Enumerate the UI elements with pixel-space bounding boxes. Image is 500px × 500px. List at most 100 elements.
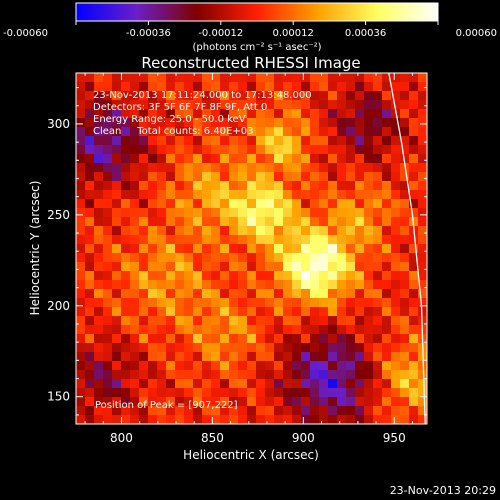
heatmap-cell [157,334,167,344]
heatmap-cell [373,397,383,407]
heatmap-cell [301,145,311,155]
heatmap-cell [193,226,203,236]
heatmap-cell [103,91,113,101]
heatmap-cell [139,244,149,254]
heatmap-cell [103,316,113,326]
heatmap-cell [364,127,374,137]
heatmap-cell [139,352,149,362]
heatmap-cell [130,100,140,110]
heatmap-cell [283,91,293,101]
heatmap-cell [166,226,176,236]
heatmap-cell [76,370,86,380]
heatmap-cell [238,91,248,101]
heatmap-cell [211,73,221,83]
heatmap-cell [220,154,230,164]
heatmap-cell [319,388,329,398]
heatmap-cell [373,136,383,146]
heatmap-cell [274,271,284,281]
heatmap-cell [148,181,158,191]
heatmap-cell [202,406,212,416]
heatmap-cell [391,181,401,191]
heatmap-cell [202,307,212,317]
heatmap-cell [400,388,410,398]
heatmap-cell [400,73,410,83]
colorbar-tick-label: 0.00036 [345,28,386,39]
heatmap-cell [103,235,113,245]
heatmap-cell [364,343,374,353]
heatmap-cell [292,280,302,290]
heatmap-cell [148,208,158,218]
heatmap-cell [121,91,131,101]
heatmap-cell [274,280,284,290]
heatmap-cell [238,316,248,326]
heatmap-cell [328,334,338,344]
heatmap-cell [211,109,221,119]
heatmap-cell [418,307,427,317]
heatmap-cell [229,208,239,218]
heatmap-cell [292,397,302,407]
heatmap-cell [319,82,329,92]
heatmap-cell [130,271,140,281]
heatmap-cell [139,82,149,92]
heatmap-cell [247,406,257,416]
heatmap-cell [400,298,410,308]
heatmap-cell [157,154,167,164]
heatmap-cell [202,127,212,137]
heatmap-cell [409,109,419,119]
heatmap-cell [274,91,284,101]
heatmap-cell [256,235,266,245]
heatmap-cell [148,145,158,155]
heatmap-cell [175,307,185,317]
heatmap-cell [76,379,86,389]
solar-limb [388,73,426,424]
heatmap-cell [337,145,347,155]
heatmap-cell [175,82,185,92]
heatmap-cell [112,379,122,389]
heatmap-cell [274,154,284,164]
heatmap-cell [292,235,302,245]
heatmap-cell [76,109,86,119]
heatmap-cell [139,397,149,407]
heatmap-cell [274,325,284,335]
heatmap-cell [130,136,140,146]
heatmap-cell [283,244,293,254]
heatmap-cell [409,235,419,245]
heatmap-cell [346,100,356,110]
heatmap-cell [409,280,419,290]
heatmap-cell [166,370,176,380]
heatmap-cell [292,289,302,299]
heatmap-cell [337,271,347,281]
heatmap-cell [247,199,257,209]
heatmap-cell [220,190,230,200]
heatmap-cell [355,181,365,191]
heatmap-cell [364,352,374,362]
heatmap-cell [121,244,131,254]
heatmap-cell [355,343,365,353]
heatmap-cell [130,73,140,83]
heatmap-cell [247,91,257,101]
heatmap-cell [292,118,302,128]
heatmap-cell [310,352,320,362]
heatmap-cell [265,226,275,236]
heatmap-cell [202,280,212,290]
heatmap-cell [400,352,410,362]
heatmap-cell [193,307,203,317]
heatmap-cell [94,397,104,407]
heatmap-cell [265,208,275,218]
heatmap-cell [238,172,248,182]
heatmap-cell [202,316,212,326]
heatmap-cell [337,100,347,110]
heatmap-cell [94,109,104,119]
heatmap-cell [265,361,275,371]
heatmap-cell [391,82,401,92]
heatmap-cell [112,154,122,164]
heatmap-cell [373,199,383,209]
heatmap-cell [121,190,131,200]
heatmap-cell [409,199,419,209]
heatmap-cell [355,253,365,263]
heatmap-cell [283,361,293,371]
heatmap-cell [220,208,230,218]
heatmap-cell [292,271,302,281]
heatmap-cell [229,199,239,209]
